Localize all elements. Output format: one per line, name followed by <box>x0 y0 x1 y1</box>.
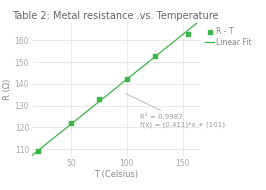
Linear Fit <box>130 75 133 77</box>
X-axis label: T (Celsius): T (Celsius) <box>94 170 138 179</box>
Linear Fit <box>182 32 185 35</box>
R - T <box>186 32 190 35</box>
Text: R² = 0.9987
f(x) = (0.411)*x + (101): R² = 0.9987 f(x) = (0.411)*x + (101) <box>126 94 225 128</box>
R - T <box>35 150 40 153</box>
Linear Fit <box>130 74 133 77</box>
Linear Fit <box>30 154 34 157</box>
R - T <box>69 122 73 125</box>
Linear Fit <box>198 20 201 22</box>
R - T <box>153 54 157 57</box>
Title: Table 2: Metal resistance .vs. Temperature: Table 2: Metal resistance .vs. Temperatu… <box>13 11 219 21</box>
Linear Fit <box>133 72 136 74</box>
R - T <box>125 78 129 81</box>
Y-axis label: R (Ω): R (Ω) <box>3 79 12 100</box>
Linear Fit <box>172 41 175 43</box>
Legend: R - T, Linear Fit: R - T, Linear Fit <box>205 27 252 47</box>
Linear Fit <box>31 154 34 156</box>
R - T <box>97 98 101 101</box>
Line: Linear Fit: Linear Fit <box>32 21 200 155</box>
